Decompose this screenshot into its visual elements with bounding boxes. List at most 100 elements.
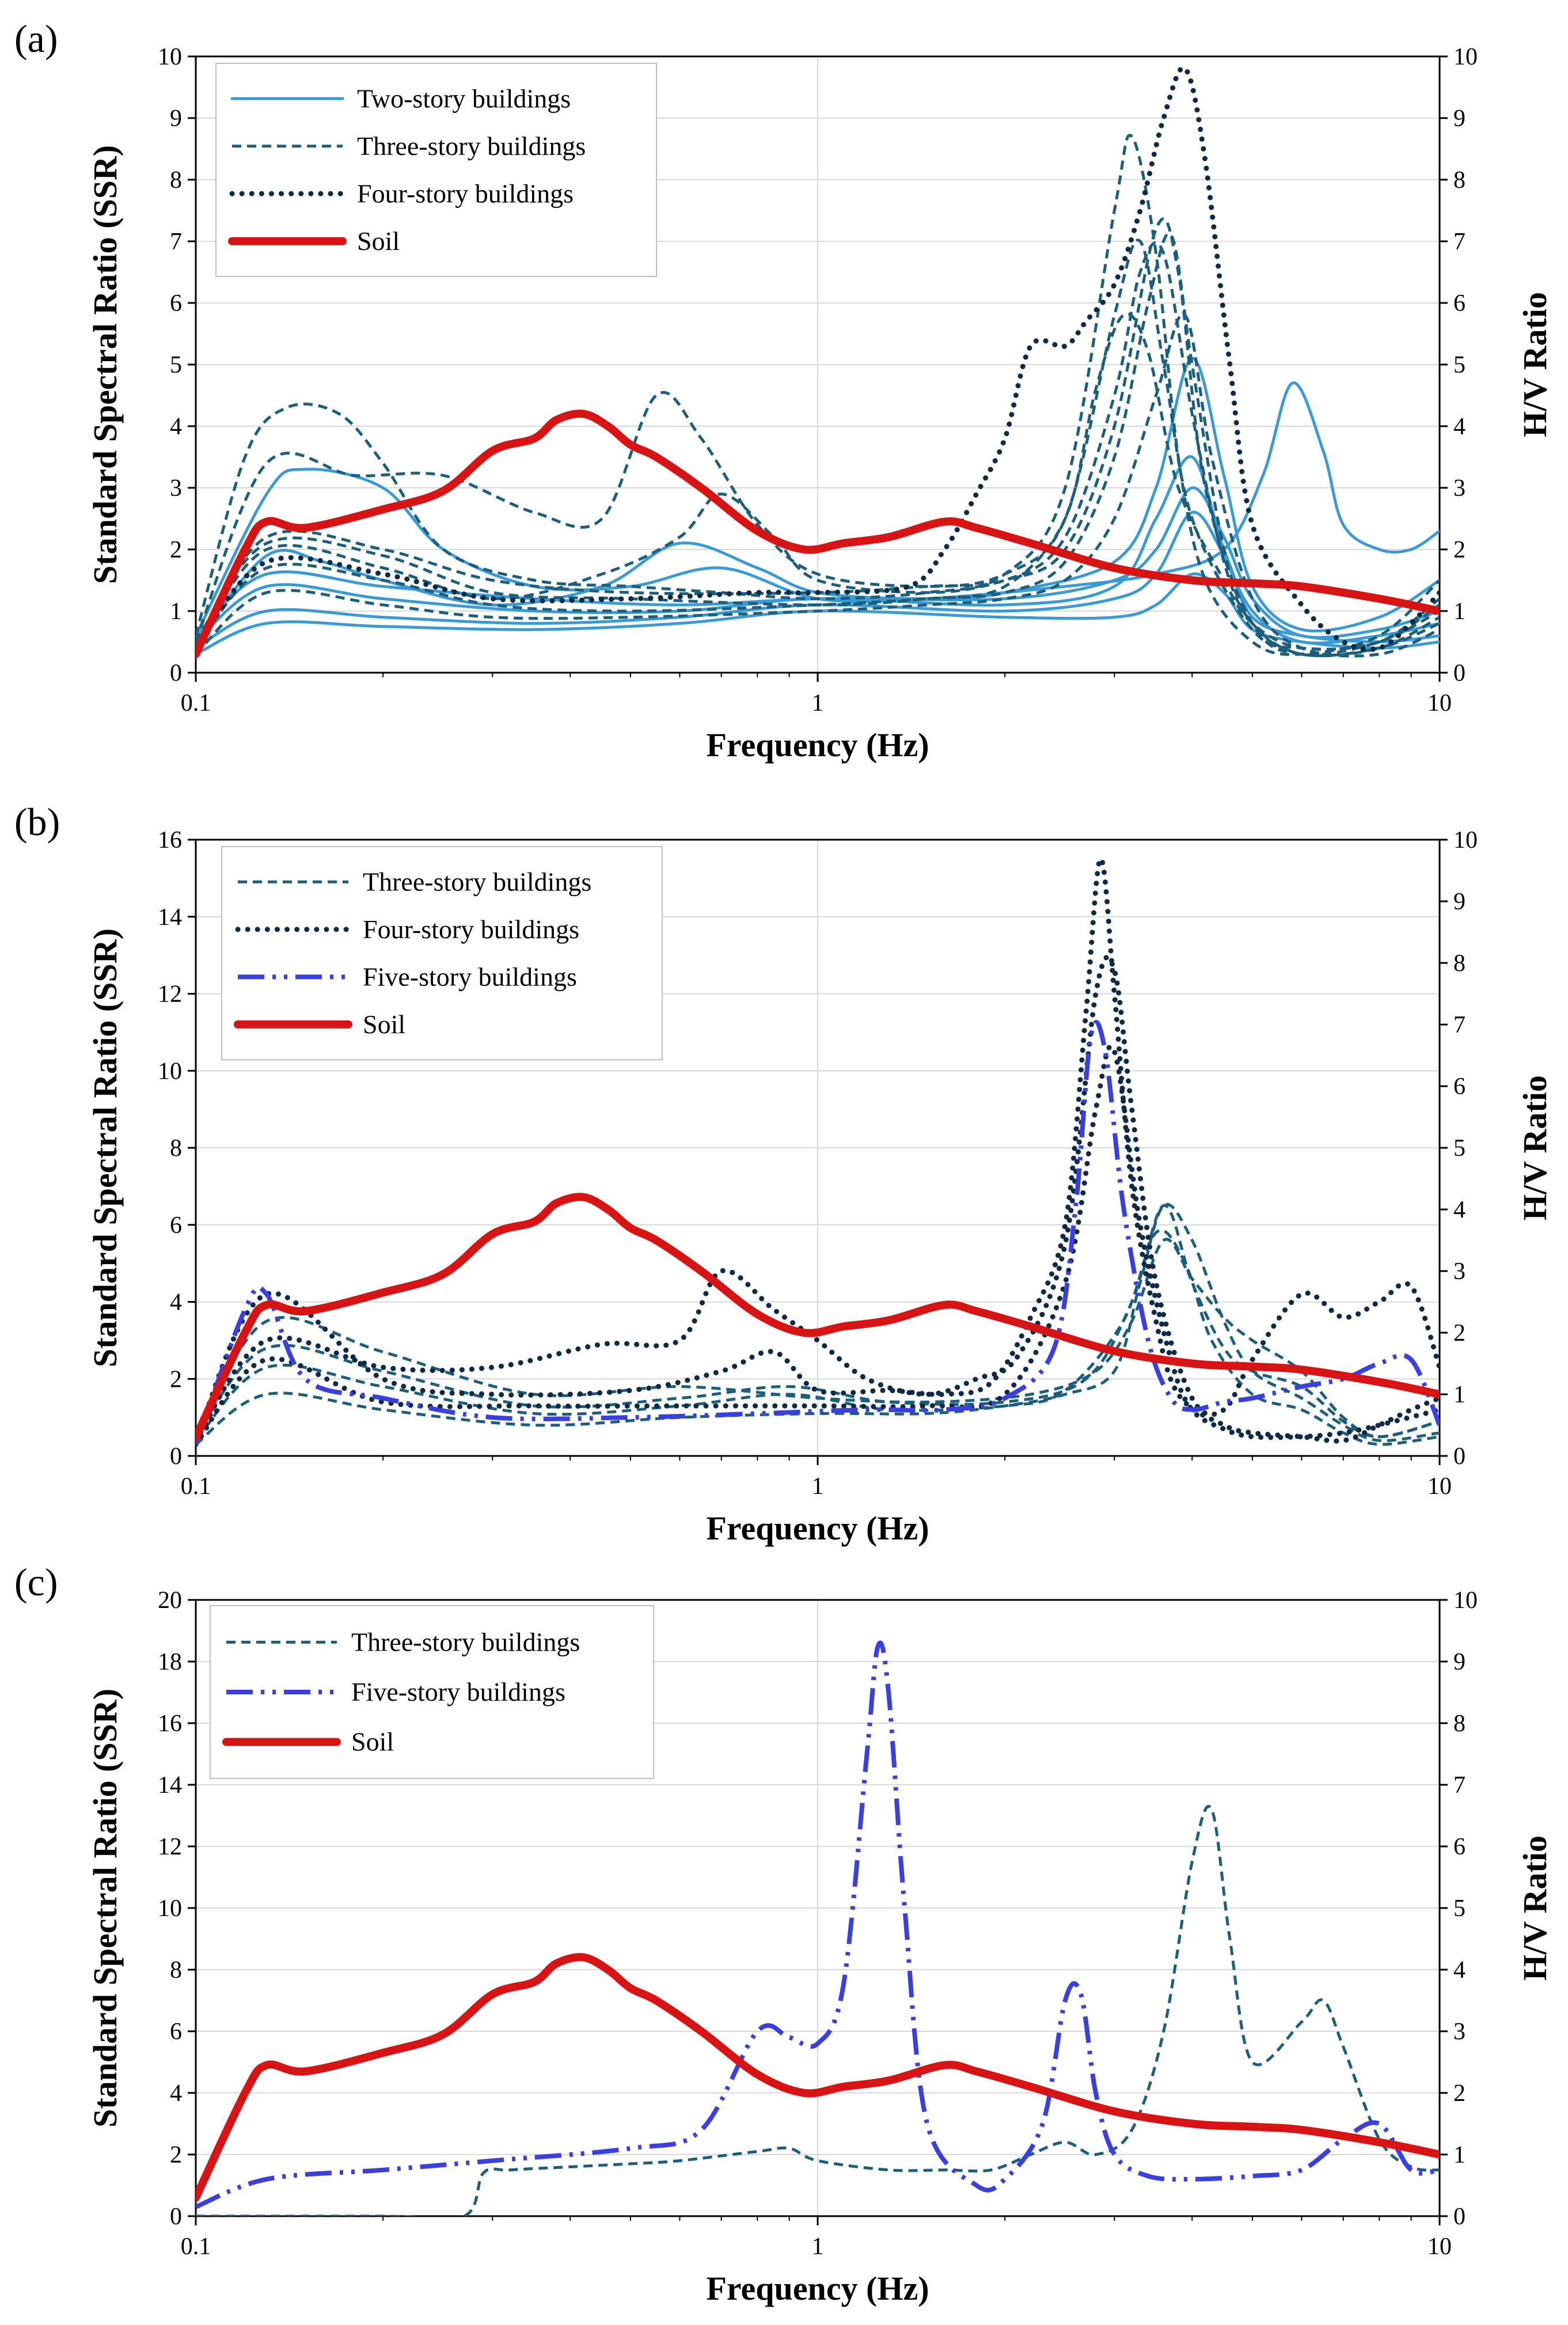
y-tick-label: 8: [170, 167, 182, 194]
soil-series-line: [196, 409, 1440, 658]
legend: Three-story buildings Five-story building…: [210, 1605, 654, 1779]
y-tick-label: 8: [170, 1135, 182, 1162]
y-tick-label: 16: [158, 827, 182, 854]
y2-tick-label: 7: [1453, 1012, 1466, 1038]
legend-label: Four-story buildings: [363, 915, 579, 944]
y-tick-label: 8: [170, 1957, 182, 1983]
y-axis-title: Standard Spectral Ratio (SSR): [86, 145, 124, 584]
x-axis-title: Frequency (Hz): [706, 726, 929, 764]
four-story-series-line: [196, 1044, 1440, 1447]
two-story-series-line: [196, 455, 1440, 645]
y2-tick-label: 5: [1453, 352, 1466, 378]
y2-tick-label: 9: [1453, 889, 1466, 915]
y-tick-label: 6: [170, 2019, 182, 2045]
three-story-series-line: [196, 1203, 1440, 1446]
y-tick-label: 14: [158, 1772, 182, 1799]
x-axis-title: Frequency (Hz): [706, 2270, 929, 2307]
y2-tick-label: 5: [1453, 1895, 1466, 1922]
y-tick-label: 4: [170, 414, 182, 440]
y-tick-label: 6: [170, 1212, 182, 1239]
y2-tick-label: 0: [1453, 660, 1466, 686]
x-axis-title: Frequency (Hz): [706, 1509, 929, 1547]
y2-tick-label: 9: [1453, 105, 1466, 132]
y2-tick-label: 2: [1453, 537, 1466, 563]
three-story-series-line: [196, 312, 1440, 658]
three-story-series-line: [196, 241, 1440, 657]
y-tick-label: 0: [170, 2203, 182, 2230]
y2-tick-label: 7: [1453, 229, 1466, 255]
y-tick-label: 5: [170, 352, 182, 378]
x-tick-label: 1: [812, 1473, 824, 1500]
x-tick-label: 0.1: [181, 1473, 211, 1500]
y2-tick-label: 4: [1453, 1957, 1466, 1983]
y2-tick-label: 5: [1453, 1135, 1466, 1162]
two-story-series-line: [196, 486, 1440, 639]
y2-tick-label: 8: [1453, 167, 1466, 194]
legend-label: Four-story buildings: [357, 179, 574, 208]
y2-tick-label: 4: [1453, 1197, 1466, 1223]
y-tick-label: 0: [170, 1443, 182, 1470]
y2-tick-label: 9: [1453, 1649, 1466, 1675]
y-tick-label: 2: [170, 1366, 182, 1393]
y2-axis-title: H/V Ratio: [1516, 1835, 1554, 1981]
y-tick-label: 10: [158, 44, 182, 70]
y2-tick-label: 8: [1453, 950, 1466, 977]
y2-tick-label: 10: [1453, 1587, 1478, 1614]
y2-tick-label: 1: [1453, 598, 1466, 625]
x-tick-label: 0.1: [181, 690, 211, 716]
y2-tick-label: 2: [1453, 2080, 1466, 2107]
y-tick-label: 2: [170, 537, 182, 563]
y-tick-label: 0: [170, 660, 182, 686]
x-tick-label: 10: [1427, 2233, 1452, 2260]
y2-axis-title: H/V Ratio: [1516, 1075, 1554, 1220]
legend: Two-story buildings Three-story buildings…: [215, 63, 657, 277]
y2-tick-label: 4: [1453, 414, 1466, 440]
legend-label: Three-story buildings: [351, 1627, 580, 1656]
three-story-series-line: [196, 1204, 1440, 1439]
legend-label: Five-story buildings: [351, 1677, 565, 1706]
legend-label: Soil: [357, 226, 400, 256]
y-tick-label: 7: [170, 229, 182, 255]
y-tick-label: 12: [158, 1834, 182, 1860]
y-tick-label: 16: [158, 1710, 182, 1737]
y2-tick-label: 6: [1453, 290, 1466, 317]
three-story-series-line: [196, 1228, 1440, 1446]
y-tick-label: 3: [170, 475, 182, 502]
y-tick-label: 4: [170, 1289, 182, 1316]
x-tick-label: 1: [812, 690, 824, 716]
soil-series-line: [196, 1193, 1440, 1442]
y2-tick-label: 1: [1453, 1382, 1466, 1408]
legend-label: Three-story buildings: [357, 131, 586, 161]
y-tick-label: 18: [158, 1649, 182, 1675]
y2-tick-label: 1: [1453, 2142, 1466, 2168]
y-tick-label: 14: [158, 904, 182, 931]
three-story-series-line: [196, 232, 1440, 658]
series-group: [196, 1640, 1440, 2216]
series-group: [196, 856, 1440, 1447]
three-story-series-line: [196, 1238, 1440, 1442]
x-tick-label: 1: [812, 2233, 824, 2260]
y2-tick-label: 3: [1453, 1258, 1466, 1285]
four-story-series-line: [196, 65, 1440, 653]
panel-label: (b): [14, 800, 60, 844]
y-tick-label: 2: [170, 2142, 182, 2168]
y-tick-label: 9: [170, 105, 182, 132]
legend-label: Five-story buildings: [363, 962, 577, 991]
y2-tick-label: 3: [1453, 475, 1466, 502]
y-tick-label: 10: [158, 1895, 182, 1922]
y2-tick-label: 8: [1453, 1710, 1466, 1737]
y2-tick-label: 7: [1453, 1772, 1466, 1799]
y-tick-label: 6: [170, 290, 182, 317]
y2-tick-label: 6: [1453, 1074, 1466, 1100]
y2-tick-label: 10: [1453, 44, 1478, 70]
y2-tick-label: 0: [1453, 1443, 1466, 1470]
x-tick-label: 10: [1427, 1473, 1452, 1500]
four-story-series-line: [196, 954, 1440, 1443]
panel-label: (a): [14, 17, 58, 60]
three-story-series-line: [196, 1804, 1440, 2216]
y-tick-label: 12: [158, 981, 182, 1008]
